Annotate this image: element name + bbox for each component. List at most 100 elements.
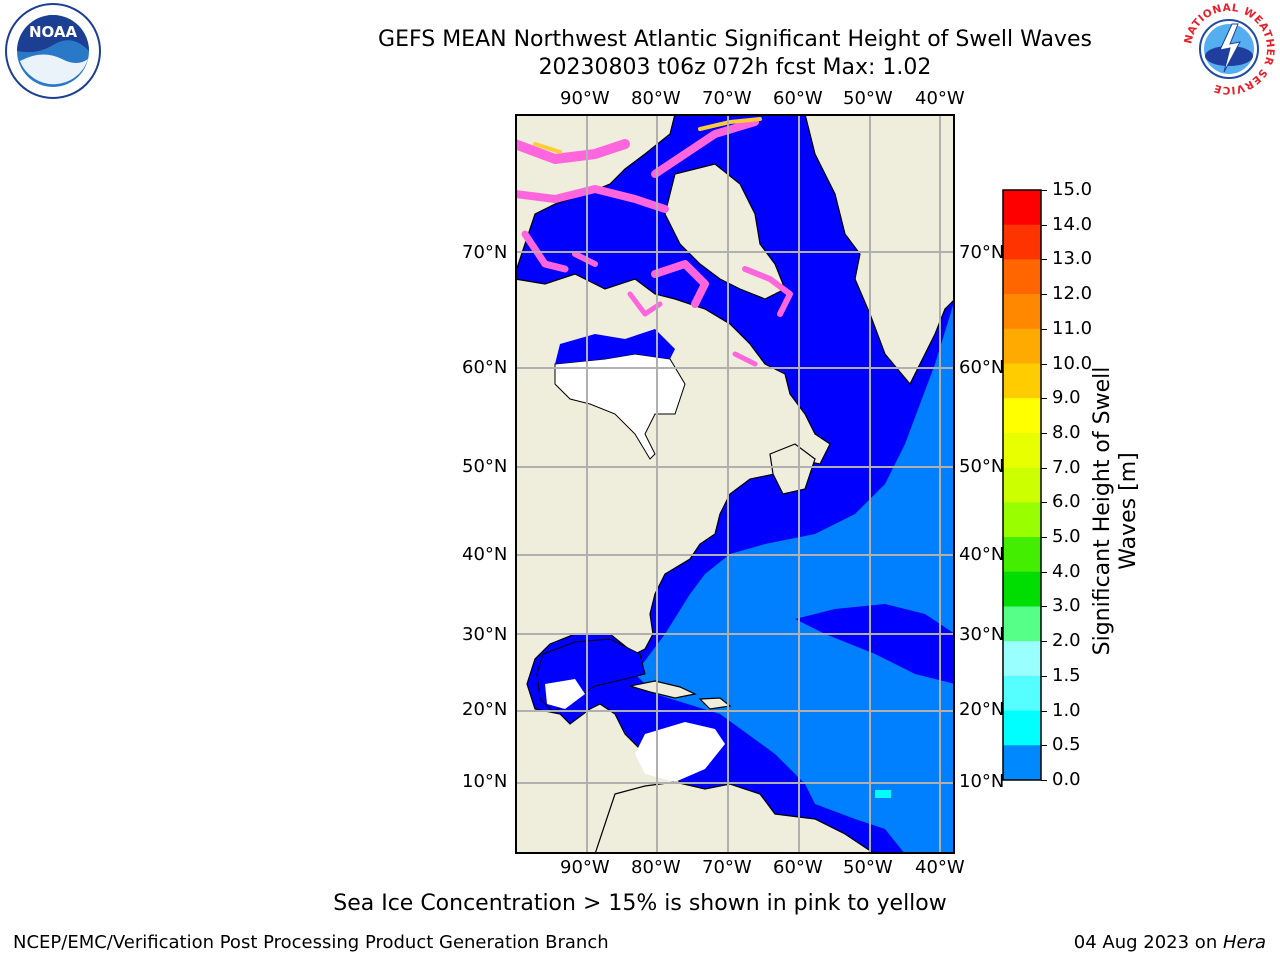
colorbar-tick-label: 1.0 (1052, 699, 1081, 721)
colorbar-tick-label: 6.0 (1052, 491, 1081, 513)
colorbar-tick-mark (1041, 606, 1047, 608)
lat-label-left-70n: 70°N (462, 242, 508, 263)
colorbar-tick-mark (1041, 710, 1047, 712)
colorbar-band (1003, 259, 1041, 295)
lon-label-top-40w: 40°W (915, 88, 965, 109)
graticule (515, 114, 955, 854)
map-frame (515, 114, 955, 854)
chart-subtitle: 20230803 t06z 072h fcst Max: 1.02 (538, 55, 932, 80)
lat-label-left-40n: 40°N (462, 544, 508, 565)
colorbar-tick-label: 0.5 (1052, 734, 1081, 756)
colorbar-band (1003, 224, 1041, 260)
colorbar-title-line2: Waves [m] (1116, 452, 1141, 570)
colorbar-tick-label: 8.0 (1052, 421, 1081, 443)
colorbar-band (1003, 398, 1041, 434)
colorbar-band (1003, 641, 1041, 677)
lat-label-left-50n: 50°N (462, 456, 508, 477)
lat-label-left-20n: 20°N (462, 699, 508, 720)
colorbar-tick-label: 3.0 (1052, 595, 1081, 617)
lon-label-top-60w: 60°W (773, 88, 823, 109)
colorbar-title: Significant Height of Swell Waves [m] (1090, 341, 1142, 681)
noaa-logo-text: NOAA (29, 23, 78, 41)
colorbar-band (1003, 675, 1041, 712)
lon-label-bottom-60w: 60°W (773, 857, 823, 878)
lat-label-right-30n: 30°N (959, 624, 1005, 645)
lat-label-right-60n: 60°N (959, 357, 1005, 378)
lon-label-bottom-40w: 40°W (915, 857, 965, 878)
colorbar-band (1003, 745, 1041, 781)
lon-label-bottom-50w: 50°W (843, 857, 893, 878)
colorbar-tick-mark (1041, 432, 1047, 434)
lat-label-right-40n: 40°N (959, 544, 1005, 565)
lon-label-top-90w: 90°W (560, 88, 610, 109)
colorbar-tick-label: 5.0 (1052, 526, 1081, 548)
colorbar-tick-mark (1041, 571, 1047, 573)
hudson-bay-blue (555, 329, 675, 364)
colorbar-tick-label: 2.0 (1052, 630, 1081, 652)
colorbar-tick-mark (1041, 675, 1047, 677)
lon-label-top-80w: 80°W (631, 88, 681, 109)
chart-title: GEFS MEAN Northwest Atlantic Significant… (378, 27, 1092, 52)
colorbar-band (1003, 328, 1041, 365)
swell-band-darker-mid (795, 604, 955, 684)
colorbar-tick-mark (1041, 641, 1047, 643)
lat-label-left-60n: 60°N (462, 357, 508, 378)
machine-name: Hera (1222, 932, 1266, 953)
swell-peak-patch (875, 790, 891, 798)
lon-label-bottom-90w: 90°W (560, 857, 610, 878)
colorbar-tick-label: 10.0 (1052, 352, 1093, 374)
colorbar-tick-mark (1041, 363, 1047, 365)
colorbar-tick-label: 1.5 (1052, 664, 1081, 686)
colorbar-tick-mark (1041, 190, 1047, 191)
noaa-logo: NOAA (5, 3, 101, 99)
colorbar-band (1003, 467, 1041, 503)
swell-band-0-5-1-0 (635, 299, 955, 854)
colorbar-band (1003, 606, 1041, 642)
colorbar-frame (1002, 189, 1042, 781)
colorbar-band (1003, 710, 1041, 746)
sea-ice (515, 117, 793, 367)
credit-text: NCEP/EMC/Verification Post Processing Pr… (13, 932, 609, 953)
lat-label-left-10n: 10°N (462, 771, 508, 792)
colorbar-tick-mark (1041, 537, 1047, 539)
colorbar-tick-label: 9.0 (1052, 387, 1081, 409)
colorbar-tick-mark (1041, 294, 1047, 296)
gulf-white (545, 679, 585, 709)
colorbar-band (1003, 432, 1041, 469)
lat-label-right-70n: 70°N (959, 242, 1005, 263)
colorbar-tick-mark (1041, 259, 1047, 261)
colorbar-tick-mark (1041, 467, 1047, 469)
colorbar-tick-label: 15.0 (1052, 179, 1093, 200)
lon-label-top-70w: 70°W (702, 88, 752, 109)
colorbar-band (1003, 363, 1041, 399)
colorbar-tick-label: 0.0 (1052, 769, 1081, 790)
lat-label-right-50n: 50°N (959, 456, 1005, 477)
colorbar-tick-label: 12.0 (1052, 283, 1093, 305)
colorbar-tick-mark (1041, 780, 1047, 781)
lat-label-right-10n: 10°N (959, 771, 1005, 792)
colorbar-tick-label: 4.0 (1052, 560, 1081, 582)
colorbar-tick-label: 7.0 (1052, 456, 1081, 478)
colorbar-tick-label: 13.0 (1052, 248, 1093, 270)
colorbar-tick-mark (1041, 398, 1047, 400)
run-date: 04 Aug 2023 on Hera (1074, 932, 1266, 953)
colorbar-tick-mark (1041, 502, 1047, 504)
lat-label-right-20n: 20°N (959, 699, 1005, 720)
colorbar-tick-mark (1041, 224, 1047, 226)
nws-logo: NATIONAL WEATHER SERVICE (1182, 2, 1275, 96)
lon-label-bottom-70w: 70°W (702, 857, 752, 878)
ice-caption: Sea Ice Concentration > 15% is shown in … (333, 891, 947, 916)
colorbar-tick-mark (1041, 328, 1047, 330)
run-date-text: 04 Aug 2023 on (1073, 932, 1223, 953)
colorbar-band (1003, 294, 1041, 330)
colorbar-tick-mark (1041, 745, 1047, 747)
colorbar-title-line1: Significant Height of Swell (1090, 366, 1115, 656)
colorbar-tick-label: 14.0 (1052, 213, 1093, 235)
colorbar-band (1003, 537, 1041, 573)
colorbar-band (1003, 190, 1041, 226)
lat-label-left-30n: 30°N (462, 624, 508, 645)
colorbar-tick-label: 11.0 (1052, 317, 1093, 339)
colorbar-band (1003, 571, 1041, 607)
lon-label-bottom-80w: 80°W (631, 857, 681, 878)
map-panel (515, 114, 955, 854)
